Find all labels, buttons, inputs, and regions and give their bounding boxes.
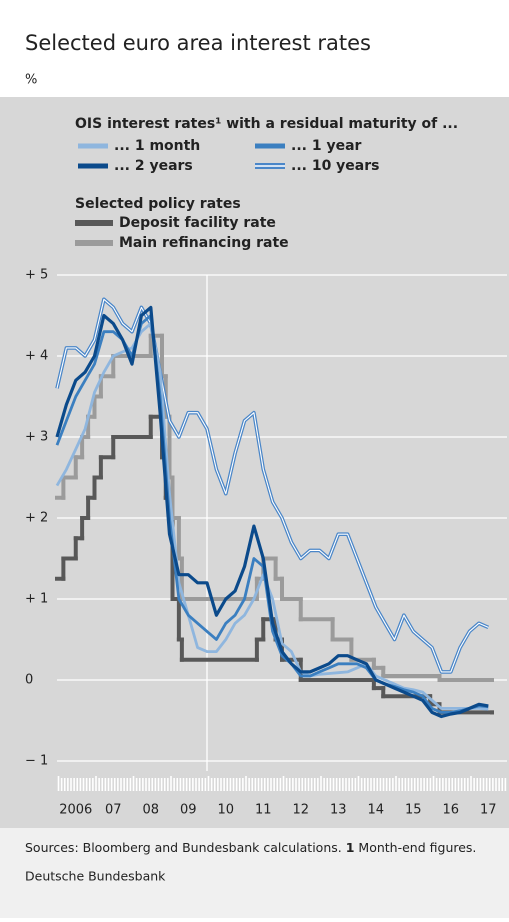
legend-title: OIS interest rates¹ with a residual matu… bbox=[75, 116, 458, 132]
x-tick-label: 10 bbox=[217, 803, 234, 818]
y-tick-label: + 4 bbox=[25, 349, 48, 364]
legend-label: ... 2 years bbox=[114, 158, 193, 174]
legend-label: Deposit facility rate bbox=[119, 215, 276, 231]
legend-label: ... 1 year bbox=[291, 138, 362, 154]
x-tick-label: 12 bbox=[292, 803, 309, 818]
unit-label: % bbox=[25, 73, 37, 88]
y-tick-label: − 1 bbox=[25, 754, 48, 769]
x-tick-label: 2006 bbox=[59, 803, 92, 818]
legend-label: ... 1 month bbox=[114, 138, 200, 154]
x-tick-label: 16 bbox=[442, 803, 459, 818]
x-tick-label: 11 bbox=[255, 803, 272, 818]
source-note: Sources: Bloomberg and Bundesbank calcul… bbox=[25, 840, 476, 855]
footnote: Month-end figures. bbox=[358, 840, 476, 855]
plot-area bbox=[55, 297, 494, 719]
publisher: Deutsche Bundesbank bbox=[25, 869, 166, 884]
x-tick-label: 14 bbox=[367, 803, 384, 818]
series-line bbox=[55, 305, 489, 719]
y-tick-label: + 3 bbox=[25, 430, 48, 445]
y-tick-label: + 5 bbox=[25, 268, 48, 283]
chart-title: Selected euro area interest rates bbox=[25, 31, 371, 55]
x-tick-label: 15 bbox=[405, 803, 422, 818]
y-tick-label: + 2 bbox=[25, 511, 48, 526]
x-tick-label: 08 bbox=[142, 803, 159, 818]
legend-title: Selected policy rates bbox=[75, 196, 241, 212]
footnote-marker: 1 bbox=[346, 840, 355, 855]
legend-label: Main refinancing rate bbox=[119, 235, 289, 251]
chart-panel bbox=[0, 97, 509, 828]
y-tick-label: 0 bbox=[25, 673, 33, 688]
x-tick-label: 13 bbox=[330, 803, 347, 818]
y-tick-label: + 1 bbox=[25, 592, 48, 607]
series-line-inner bbox=[56, 298, 489, 673]
x-tick-label: 09 bbox=[180, 803, 197, 818]
x-tick-label: 17 bbox=[480, 803, 497, 818]
footer-panel bbox=[0, 828, 509, 918]
legend-label: ... 10 years bbox=[291, 158, 380, 174]
x-tick-label: 07 bbox=[105, 803, 122, 818]
series-line bbox=[55, 314, 489, 714]
source: Sources: Bloomberg and Bundesbank calcul… bbox=[25, 840, 342, 855]
